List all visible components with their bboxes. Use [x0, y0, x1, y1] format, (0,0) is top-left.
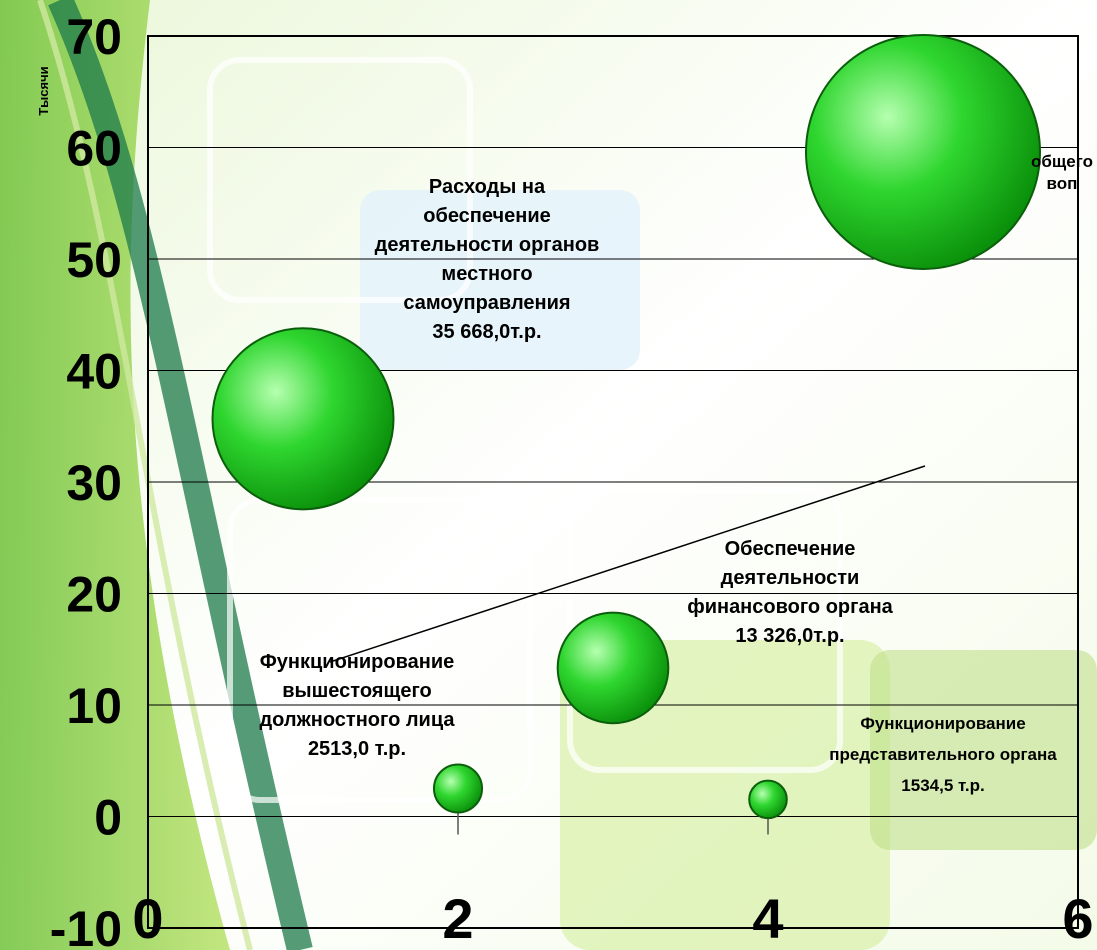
- bubble-point: [432, 763, 484, 814]
- x-tick-label: 6: [1062, 887, 1093, 950]
- bubble-point: [556, 611, 670, 725]
- bubble-data-label: Обеспечение деятельности финансового орган…: [687, 538, 893, 647]
- plot-area-frame: [147, 35, 1079, 929]
- bubble-point: [748, 779, 788, 820]
- bubble-data-label: общего воп: [1031, 152, 1093, 193]
- bubble-data-label: Функционирование представительного органа…: [829, 714, 1057, 795]
- bubble-data-label: Функционирование вышестоящего должностного…: [259, 651, 455, 760]
- x-tick-label: 4: [752, 887, 783, 950]
- y-tick-label: 50: [66, 232, 122, 288]
- bubble-point: [211, 327, 395, 511]
- y-tick-label: 60: [66, 121, 122, 177]
- y-tick-label: 70: [66, 9, 122, 65]
- y-tick-label: 0: [94, 790, 122, 846]
- y-tick-label: 20: [66, 567, 122, 623]
- y-axis-label: Тысячи: [36, 66, 51, 115]
- x-tick-label: 2: [442, 887, 473, 950]
- y-tick-label: 10: [66, 678, 122, 734]
- x-tick-label: 0: [132, 887, 163, 950]
- bubble-point: [805, 33, 1041, 270]
- y-tick-label: 40: [66, 344, 122, 400]
- y-tick-label: 30: [66, 455, 122, 511]
- bubble-data-label: Расходы на обеспечение деятельности органо…: [375, 176, 600, 343]
- leader-line: [329, 465, 926, 663]
- y-tick-label: -10: [50, 901, 122, 950]
